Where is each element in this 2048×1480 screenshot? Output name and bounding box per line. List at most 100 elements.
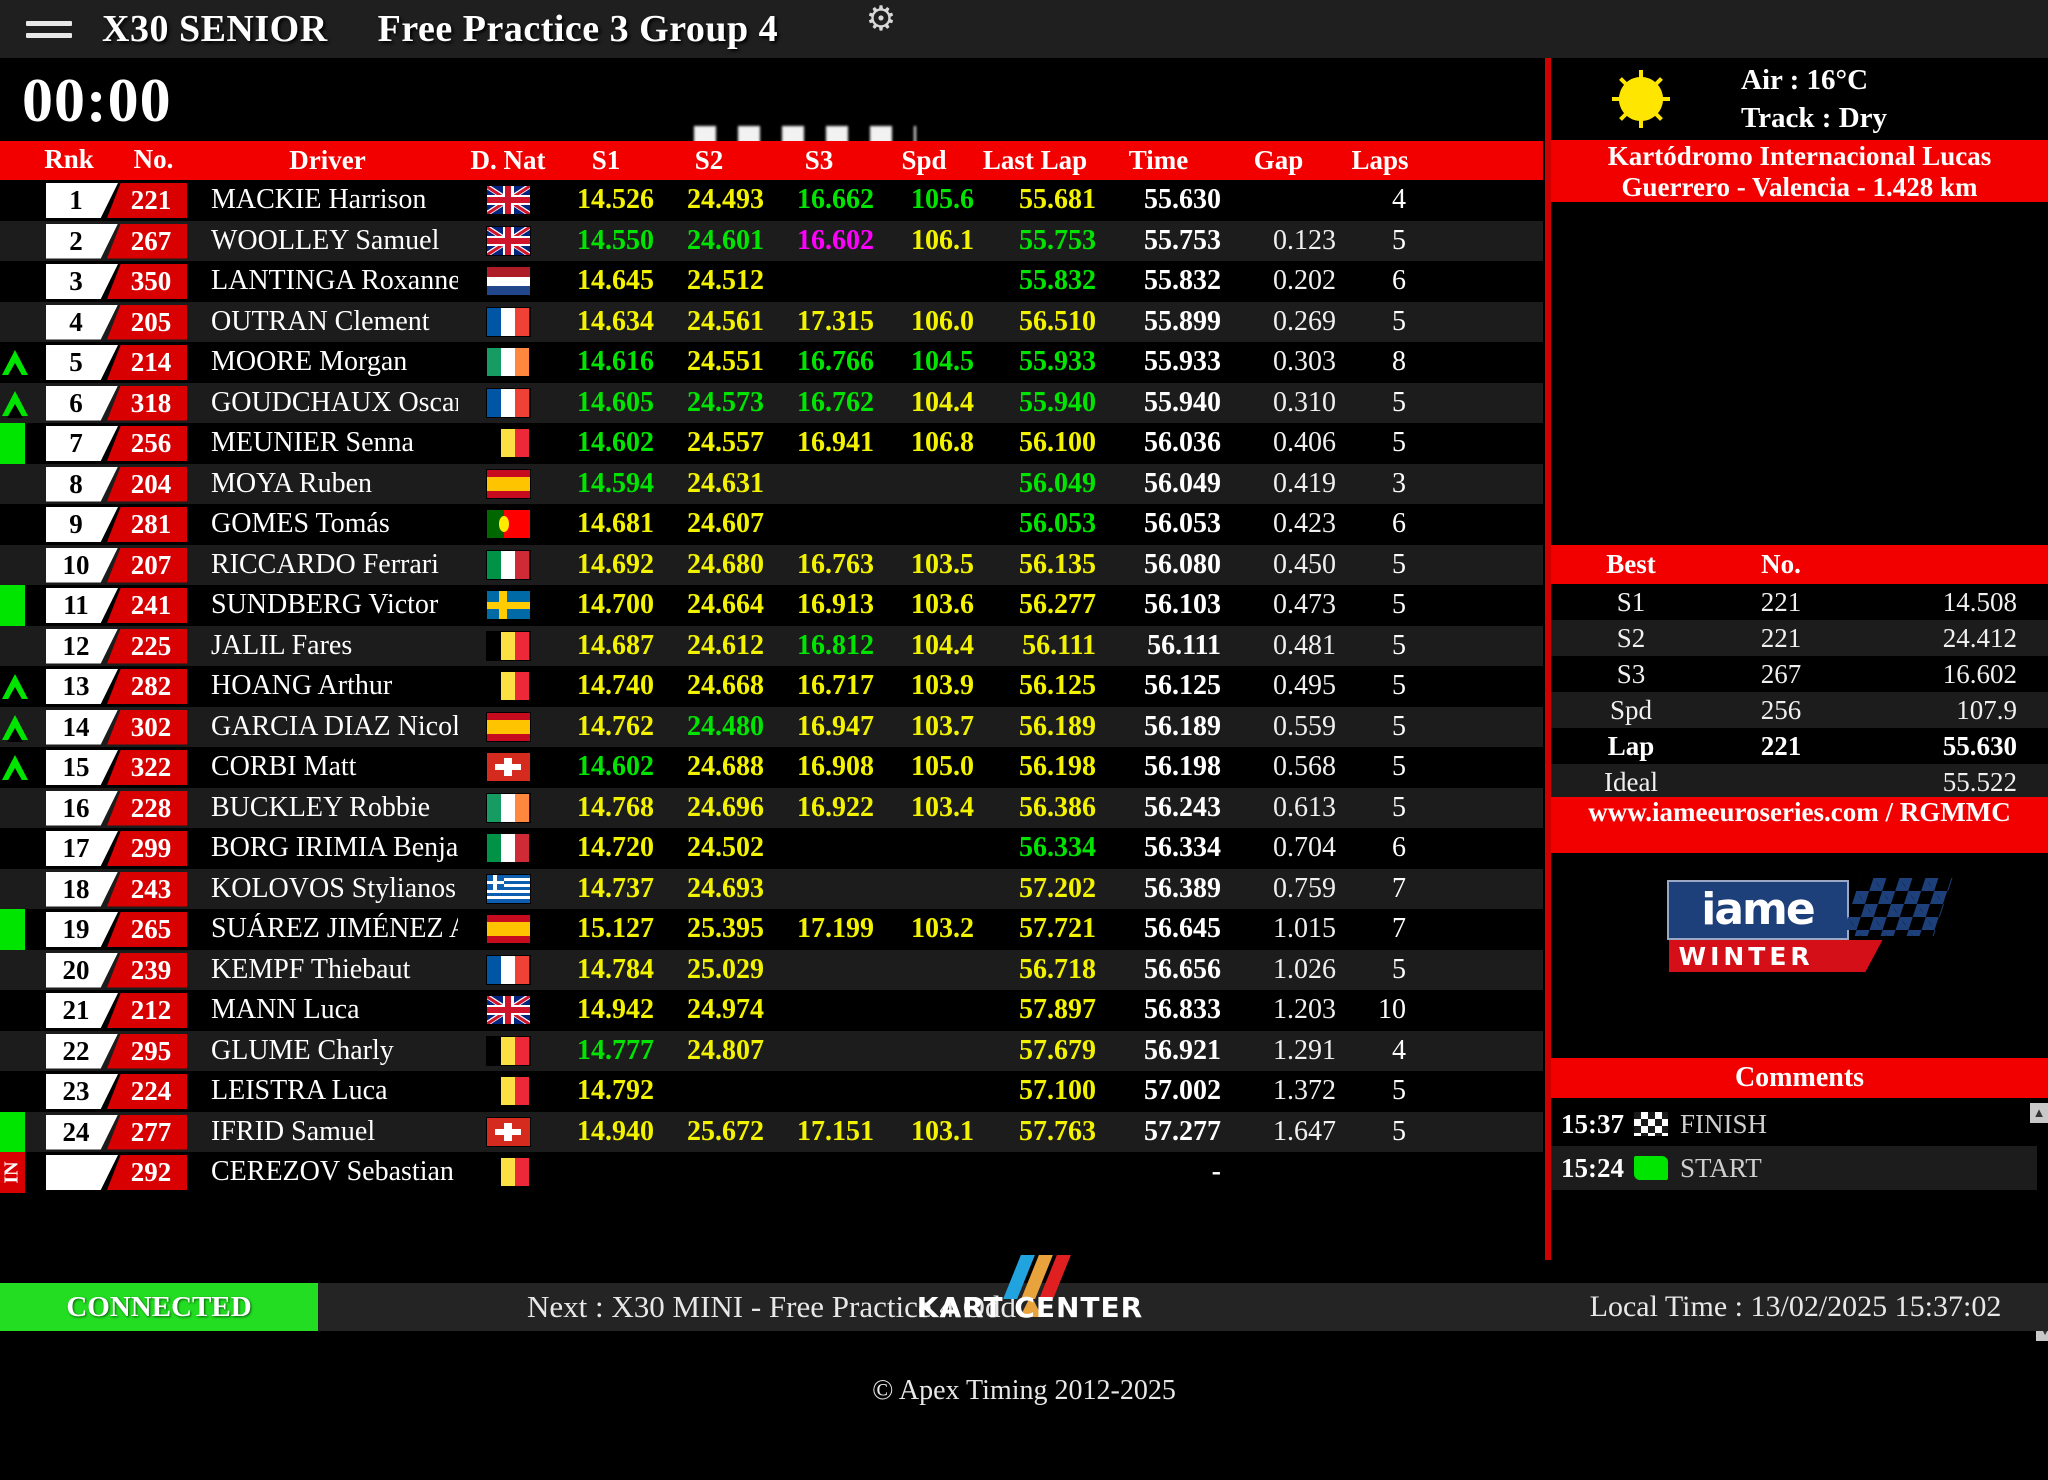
table-row[interactable]: 4 205 OUTRAN Clement 14.634 24.561 17.315 106.… xyxy=(0,301,1543,342)
nationality-flag-icon xyxy=(458,510,558,539)
kart-number-value: 350 xyxy=(107,264,187,299)
kart-number-value: 241 xyxy=(107,588,187,623)
best-header-no: No. xyxy=(1761,549,1801,579)
table-row[interactable]: 22 295 GLUME Charly 14.777 24.807 57.679 56.92… xyxy=(0,1030,1543,1072)
sector2-time: 24.664 xyxy=(687,589,764,621)
kart-number-cell: 204 xyxy=(107,464,197,505)
laps-count: 5 xyxy=(1392,386,1406,418)
rank-cell: 3 xyxy=(28,261,118,302)
best-value: 14.508 xyxy=(1942,586,2017,617)
sector1-time: 14.762 xyxy=(577,710,654,742)
driver-name: GLUME Charly xyxy=(211,1034,394,1066)
iame-brand-text: iame xyxy=(1701,884,1815,935)
last-lap-time: 55.933 xyxy=(1019,346,1096,378)
laps-count: 5 xyxy=(1392,427,1406,459)
last-lap-time: 56.277 xyxy=(1019,589,1096,621)
on-track-indicator xyxy=(0,423,25,464)
table-row[interactable]: 24 277 IFRID Samuel 14.940 25.672 17.151 103.1… xyxy=(0,1111,1543,1152)
table-row[interactable]: 13 282 HOANG Arthur 14.740 24.668 16.717 103.9… xyxy=(0,666,1543,707)
row-indicator xyxy=(0,1031,28,1072)
table-row[interactable]: 1 221 MACKIE Harrison 14.526 24.493 16.662 105… xyxy=(0,180,1543,221)
gap-value: 1.015 xyxy=(1273,913,1336,945)
rank-value: 2 xyxy=(46,223,118,259)
sector1-time: 14.720 xyxy=(577,832,654,864)
table-row[interactable]: 2 267 WOOLLEY Samuel 14.550 24.601 16.602 106.… xyxy=(0,220,1543,261)
best-label: S3 xyxy=(1616,658,1646,689)
table-row[interactable]: 9 281 GOMES Tomás 14.681 24.607 56.053 56.053 0… xyxy=(0,504,1543,545)
table-row[interactable]: 5 214 MOORE Morgan 14.616 24.551 16.766 104.5 5… xyxy=(0,342,1543,383)
comments-scroll-up-button[interactable]: ▲ xyxy=(2030,1103,2048,1123)
comment-item: 15:37 FINISH xyxy=(1551,1102,2037,1146)
last-lap-time: 57.763 xyxy=(1019,1115,1096,1147)
laps-count: 5 xyxy=(1392,710,1406,742)
table-row[interactable]: 6 318 GOUDCHAUX Oscar 14.605 24.573 16.762 104… xyxy=(0,382,1543,423)
table-row[interactable]: 20 239 KEMPF Thiebaut 14.784 25.029 56.718 56.… xyxy=(0,949,1543,990)
row-indicator: IN xyxy=(0,1152,28,1193)
table-row[interactable]: 15 322 CORBI Matt 14.602 24.688 16.908 105.0 56… xyxy=(0,747,1543,788)
driver-name: CORBI Matt xyxy=(211,751,357,783)
kart-number-value: 281 xyxy=(107,507,187,542)
table-row[interactable]: 10 207 RICCARDO Ferrari 14.692 24.680 16.763 1… xyxy=(0,544,1543,585)
rank-value: 18 xyxy=(46,871,118,907)
laps-count: 6 xyxy=(1392,508,1406,540)
hamburger-menu-icon[interactable] xyxy=(26,20,72,38)
table-row[interactable]: 3 350 LANTINGA Roxanne 14.645 24.512 55.832 55… xyxy=(0,261,1543,302)
sector2-time: 24.607 xyxy=(687,508,764,540)
checkered-flag-icon xyxy=(1634,1112,1668,1136)
gap-value: 0.419 xyxy=(1273,467,1336,499)
rank-cell: 16 xyxy=(28,788,118,829)
nationality-flag-icon xyxy=(458,429,558,458)
table-row[interactable]: 11 241 SUNDBERG Victor 14.700 24.664 16.913 10… xyxy=(0,585,1543,626)
sector1-time: 14.942 xyxy=(577,994,654,1026)
best-time: - xyxy=(1211,1156,1221,1188)
sector3-time: 17.315 xyxy=(797,305,874,337)
driver-name: LANTINGA Roxanne xyxy=(211,265,458,297)
sector1-time: 14.777 xyxy=(577,1034,654,1066)
driver-name: MOYA Ruben xyxy=(211,467,373,499)
last-lap-time: 57.202 xyxy=(1019,872,1096,904)
driver-name: SUNDBERG Victor xyxy=(211,589,439,621)
laps-count: 5 xyxy=(1392,670,1406,702)
rank-value: 9 xyxy=(46,507,118,542)
gear-icon[interactable]: ⚙ xyxy=(865,1,897,38)
best-time: 56.103 xyxy=(1144,589,1221,621)
row-indicator xyxy=(0,747,28,788)
table-row[interactable]: 23 224 LEISTRA Luca 14.792 57.100 57.002 1.372… xyxy=(0,1071,1543,1112)
gap-value: 1.372 xyxy=(1273,1075,1336,1107)
sector2-time: 24.502 xyxy=(687,832,764,864)
table-row[interactable]: 12 225 JALIL Fares 14.687 24.612 16.812 104.4 5… xyxy=(0,625,1543,666)
best-value: 107.9 xyxy=(1956,694,2017,725)
table-row[interactable]: 21 212 MANN Luca 14.942 24.974 57.897 56.833 1.… xyxy=(0,990,1543,1031)
last-lap-time: 56.189 xyxy=(1019,710,1096,742)
driver-name: WOOLLEY Samuel xyxy=(211,224,440,256)
sector3-time: 16.941 xyxy=(797,427,874,459)
best-time: 55.933 xyxy=(1144,346,1221,378)
sector1-time: 14.594 xyxy=(577,467,654,499)
position-gain-icon xyxy=(2,755,28,782)
table-row[interactable]: 8 204 MOYA Ruben 14.594 24.631 56.049 56.049 0.… xyxy=(0,463,1543,505)
rank-cell: 17 xyxy=(28,828,118,869)
kart-number-value: 292 xyxy=(107,1155,187,1190)
nationality-flag-icon xyxy=(458,915,558,944)
series-website[interactable]: www.iameeuroseries.com / RGMMC xyxy=(1551,797,2048,853)
track-condition: Track : Dry xyxy=(1741,102,1888,134)
kart-number-value: 318 xyxy=(107,385,187,421)
sector2-time: 24.551 xyxy=(687,346,764,378)
table-row[interactable]: IN 292 CEREZOV Sebastian - xyxy=(0,1152,1543,1193)
best-label: Ideal xyxy=(1604,766,1658,797)
speed-value: 103.6 xyxy=(911,589,974,621)
kart-number-value: 243 xyxy=(107,871,187,907)
table-row[interactable]: 16 228 BUCKLEY Robbie 14.768 24.696 16.922 103… xyxy=(0,787,1543,829)
last-lap-time: 56.125 xyxy=(1019,670,1096,702)
table-row[interactable]: 14 302 GARCIA DIAZ Nicolas 14.762 24.480 16.9… xyxy=(0,706,1543,747)
driver-name: GOMES Tomás xyxy=(211,508,390,540)
kart-number-value: 265 xyxy=(107,912,187,947)
best-kart-no: 221 xyxy=(1760,730,1802,761)
sector1-time: 14.602 xyxy=(577,751,654,783)
table-row[interactable]: 7 256 MEUNIER Senna 14.602 24.557 16.941 106.8… xyxy=(0,423,1543,464)
header-driver: Driver xyxy=(289,145,366,175)
laps-count: 4 xyxy=(1392,1034,1406,1066)
